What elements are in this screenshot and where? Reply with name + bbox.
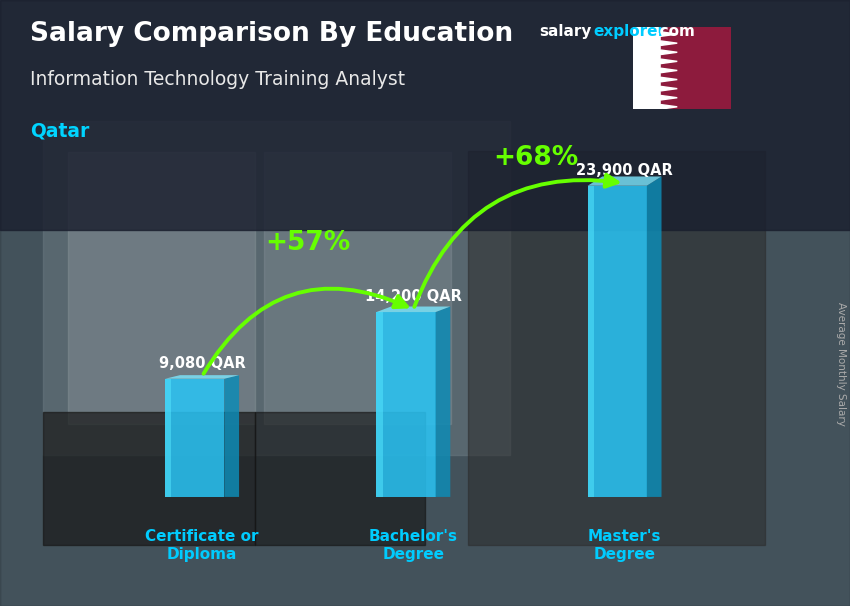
Polygon shape (377, 307, 450, 312)
Text: Qatar: Qatar (30, 121, 89, 140)
Text: Bachelor's
Degree: Bachelor's Degree (369, 530, 458, 562)
Text: Master's
Degree: Master's Degree (588, 530, 661, 562)
Polygon shape (660, 87, 677, 91)
Polygon shape (587, 176, 661, 186)
Polygon shape (224, 375, 239, 497)
Text: 9,080 QAR: 9,080 QAR (159, 356, 246, 371)
Polygon shape (660, 104, 677, 109)
Bar (42, 121, 510, 454)
Polygon shape (660, 77, 677, 82)
Polygon shape (660, 50, 677, 55)
Text: Information Technology Training Analyst: Information Technology Training Analyst (30, 70, 405, 88)
Bar (660, 27, 731, 109)
Bar (255, 412, 425, 545)
Text: 23,900 QAR: 23,900 QAR (576, 163, 673, 178)
Bar (264, 152, 450, 424)
Polygon shape (377, 312, 382, 497)
Bar (68, 152, 255, 424)
Polygon shape (660, 41, 677, 45)
Polygon shape (587, 186, 647, 497)
Text: Salary Comparison By Education: Salary Comparison By Education (30, 21, 513, 47)
Text: .com: .com (654, 24, 695, 39)
Text: explorer: explorer (593, 24, 666, 39)
FancyArrowPatch shape (414, 175, 617, 307)
Polygon shape (660, 68, 677, 73)
Polygon shape (587, 186, 594, 497)
Text: Average Monthly Salary: Average Monthly Salary (836, 302, 846, 425)
Polygon shape (165, 379, 172, 497)
Text: Certificate or
Diploma: Certificate or Diploma (145, 530, 259, 562)
FancyArrowPatch shape (203, 288, 407, 374)
Bar (42, 412, 255, 545)
Bar (468, 152, 765, 545)
Text: +68%: +68% (493, 145, 579, 171)
Text: +57%: +57% (265, 230, 350, 256)
Polygon shape (165, 375, 239, 379)
Polygon shape (660, 96, 677, 100)
Bar (0, 0, 850, 230)
Polygon shape (165, 379, 224, 497)
Polygon shape (660, 32, 677, 36)
Text: salary: salary (540, 24, 592, 39)
Bar (633, 27, 660, 109)
Text: 14,200 QAR: 14,200 QAR (365, 289, 462, 304)
Polygon shape (435, 307, 450, 497)
Polygon shape (660, 59, 677, 64)
Polygon shape (647, 176, 661, 497)
Polygon shape (377, 312, 435, 497)
